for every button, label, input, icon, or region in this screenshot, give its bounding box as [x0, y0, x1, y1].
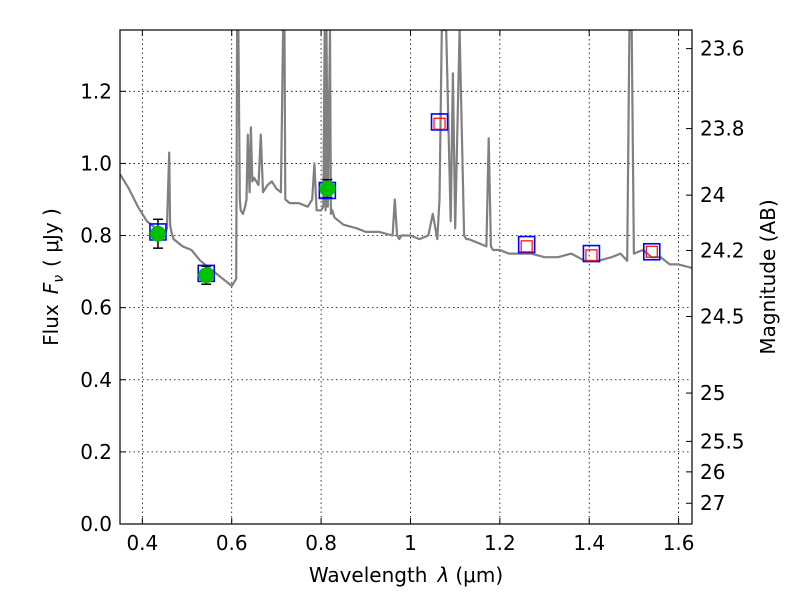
upper-limit-point	[585, 249, 598, 262]
y-tick-label: 0.6	[80, 296, 112, 320]
observed-data-point	[149, 225, 166, 242]
model-photometry-box	[642, 242, 661, 261]
y-axis-title-unit: ( μJy )	[39, 208, 63, 267]
y-tick-label: 0.4	[80, 368, 112, 392]
y-axis-title-symbol: F	[39, 282, 63, 294]
plot-frame	[119, 29, 693, 525]
y-axis-title-subscript: ν	[51, 275, 67, 283]
x-axis-title-text: Wavelength	[309, 563, 428, 587]
upper-limit-point	[433, 117, 446, 130]
x-tick-label: 0.8	[305, 531, 337, 555]
right-tick-label: 26	[700, 460, 725, 484]
x-tick-label: 1	[404, 531, 417, 555]
right-axis-title: Magnitude (AB)	[756, 199, 780, 354]
model-photometry-box	[430, 113, 449, 131]
right-tick-label: 24.5	[700, 304, 745, 328]
x-axis-title-unit: (μm)	[455, 563, 503, 587]
y-tick-label: 0.0	[80, 512, 112, 536]
right-tick-label: 24.2	[700, 238, 745, 262]
markers	[149, 113, 661, 285]
model-photometry-box	[582, 244, 601, 263]
right-tick-label: 23.8	[700, 117, 745, 141]
x-tick-label: 0.6	[216, 531, 248, 555]
x-tick-label: 1.4	[573, 531, 605, 555]
x-tick-label: 1.2	[484, 531, 516, 555]
y-tick-label: 1.0	[80, 151, 112, 175]
right-tick-label: 24	[700, 183, 725, 207]
spectrum-line	[120, 30, 692, 288]
observed-data-point	[319, 180, 336, 197]
y-tick-label: 0.8	[80, 224, 112, 248]
right-tick-label: 27	[700, 491, 725, 515]
y-axis-title-text: Flux	[39, 304, 63, 346]
x-axis-title: Wavelength λ (μm)	[309, 563, 503, 587]
y-axis-title: Flux Fν ( μJy )	[39, 208, 67, 346]
right-tick-label: 25.5	[700, 429, 745, 453]
right-tick-label: 23.6	[700, 37, 745, 61]
y-tick-label: 0.2	[80, 440, 112, 464]
ticks: 0.4 0.6 0.8 1 1.2 1.4 1.6 0.0 0.2 0.4 0.6 0.8 1.0 1.2…	[80, 30, 745, 555]
upper-limit-point	[645, 245, 658, 258]
x-tick-label: 1.6	[663, 531, 695, 555]
x-axis-title-symbol: λ	[437, 563, 450, 587]
right-tick-label: 25	[700, 381, 725, 405]
upper-limit-point	[520, 240, 533, 253]
observed-data-point	[198, 267, 215, 284]
x-tick-label: 0.4	[126, 531, 158, 555]
y-tick-label: 1.2	[80, 79, 112, 103]
model-photometry-box	[517, 235, 536, 254]
